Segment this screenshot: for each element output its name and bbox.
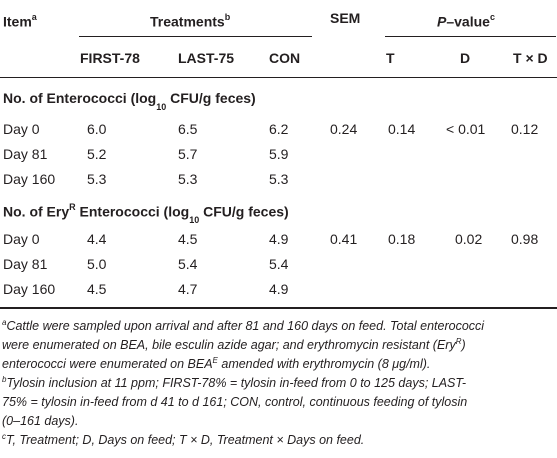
cell-first78: 6.0 [87,121,107,137]
cell-con: 4.9 [269,231,289,247]
cell-txd: 0.98 [511,231,539,247]
cell-sem: 0.41 [330,231,358,247]
footnote-a-mark: a [2,317,7,327]
section-title-eryr-enterococci: No. of EryR Enterococci (log10 CFU/g fec… [3,200,289,225]
row-day: Day 0 [3,231,40,247]
log-subscript: 10 [156,101,167,112]
section-title-text: Enterococci (log [75,203,190,220]
treatments-label: Treatments [150,13,225,30]
item-footnote-mark: a [31,12,37,22]
footnote-text: Tylosin inclusion at 11 ppm; FIRST-78% =… [6,376,467,390]
footnote-a-line1: aCattle were sampled upon arrival and af… [2,317,484,336]
footnote-superscript: R [455,336,462,346]
pvalue-footnote-mark: c [489,12,495,22]
cell-con: 5.9 [269,146,289,162]
cell-sem: 0.24 [330,121,358,137]
footnote-b-line1: bTylosin inclusion at 11 ppm; FIRST-78% … [2,374,466,393]
header-sem: SEM [330,10,361,26]
row-day: Day 0 [3,121,40,137]
table-bottom-rule [0,307,557,309]
cell-t: 0.18 [388,231,416,247]
col-txd: T × D [513,50,548,66]
footnote-a-line3: enterococci were enumerated on BEAE amen… [2,355,430,374]
footnote-a-line2: were enumerated on BEA, bile esculin azi… [2,336,466,355]
cell-d: 0.02 [455,231,483,247]
row-day: Day 81 [3,256,48,272]
section-title-text: No. of Enterococci (log [3,90,157,106]
cell-con: 5.3 [269,171,289,187]
pvalue-underline [385,36,556,37]
col-d: D [460,50,471,66]
section-title-text: CFU/g feces) [166,90,256,106]
cell-con: 4.9 [269,281,289,297]
footnote-text: ) [461,338,466,352]
row-day: Day 81 [3,146,48,162]
footnote-text: 75% = tylosin in-feed from d 41 to d 161… [2,395,468,409]
cell-last75: 4.5 [178,231,198,247]
header-rule [0,77,557,78]
col-t: T [386,50,395,66]
section-title-text: No. of Ery [3,203,70,220]
footnote-text: T, Treatment; D, Days on feed; T × D, Tr… [6,433,365,447]
header-pvalue: P–valuec [437,10,495,30]
cell-first78: 4.5 [87,281,107,297]
cell-first78: 5.2 [87,146,107,162]
cell-first78: 4.4 [87,231,107,247]
footnote-c-line1: cT, Treatment; D, Days on feed; T × D, T… [2,431,364,450]
footnote-text: amended with erythromycin (8 μg/ml). [217,357,431,371]
pvalue-p: P [437,13,447,30]
cell-last75: 5.3 [178,171,198,187]
col-last75: LAST-75 [178,50,235,66]
section-title-text: CFU/g feces) [199,203,289,220]
col-first78: FIRST-78 [80,50,140,66]
footnote-text: were enumerated on BEA, bile esculin azi… [2,338,456,352]
cell-t: 0.14 [388,121,416,137]
footnote-b-mark: b [2,374,7,384]
section-title-enterococci: No. of Enterococci (log10 CFU/g feces) [3,90,256,112]
cell-d: < 0.01 [446,121,486,137]
footnote-superscript: E [212,355,218,365]
footnote-text: Cattle were sampled upon arrival and aft… [6,319,485,333]
row-day: Day 160 [3,281,56,297]
col-con: CON [269,50,301,66]
log-subscript: 10 [189,215,200,226]
cell-first78: 5.0 [87,256,107,272]
treatments-underline [79,36,312,37]
footnote-c-mark: c [2,431,6,441]
header-treatments: Treatmentsb [150,10,230,30]
footnote-text: enterococci were enumerated on BEA [2,357,213,371]
cell-txd: 0.12 [511,121,539,137]
footnote-b-line2: 75% = tylosin in-feed from d 41 to d 161… [2,393,467,412]
cell-last75: 6.5 [178,121,198,137]
pvalue-label: –value [446,13,490,30]
cell-last75: 5.4 [178,256,198,272]
cell-con: 6.2 [269,121,289,137]
footnote-text: (0–161 days). [2,414,79,428]
cell-last75: 5.7 [178,146,198,162]
cell-last75: 4.7 [178,281,198,297]
item-label: Item [3,13,32,30]
cell-con: 5.4 [269,256,289,272]
footnote-b-line3: (0–161 days). [2,412,78,431]
row-day: Day 160 [3,171,56,187]
treatments-footnote-mark: b [224,12,231,22]
ery-superscript: R [69,202,76,212]
cell-first78: 5.3 [87,171,107,187]
header-item: Itema [3,10,37,30]
